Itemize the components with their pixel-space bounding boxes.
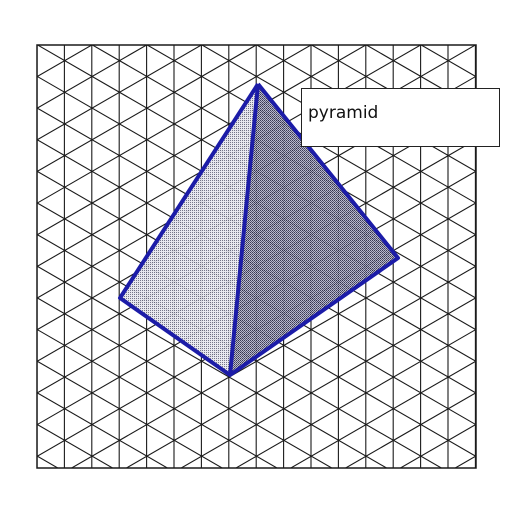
grid-diagonal-line	[37, 45, 39, 46]
grid-diagonal-line	[125, 265, 476, 468]
grid-diagonal-line	[289, 360, 476, 468]
grid-diagonal-line	[37, 45, 313, 204]
grid-diagonal-line	[474, 45, 476, 46]
grid-diagonal-line	[37, 360, 224, 468]
grid-diagonal-line	[37, 45, 258, 173]
grid-diagonal-line	[399, 423, 476, 468]
grid-diagonal-line	[37, 45, 148, 109]
grid-diagonal-line	[37, 423, 114, 468]
grid-diagonal-line	[37, 392, 169, 468]
pyramid-shape	[118, 82, 400, 377]
grid-diagonal-line	[365, 45, 476, 109]
grid-diagonal-line	[37, 45, 203, 141]
grid-diagonal-line	[70, 234, 476, 468]
pyramid-right-face	[230, 84, 398, 375]
grid-diagonal-line	[234, 328, 476, 468]
grid-diagonal-line	[37, 488, 476, 512]
grid-diagonal-line	[37, 0, 476, 13]
pyramid-left-face	[120, 84, 258, 375]
grid-diagonal-line	[37, 488, 476, 512]
grid-border	[36, 44, 477, 469]
grid-diagonal-line	[180, 297, 476, 468]
pyramid-front-edge	[228, 83, 260, 376]
grid-diagonal-line	[37, 0, 476, 13]
grid-diagonal-line	[344, 392, 476, 468]
shape-label: pyramid	[301, 88, 500, 147]
